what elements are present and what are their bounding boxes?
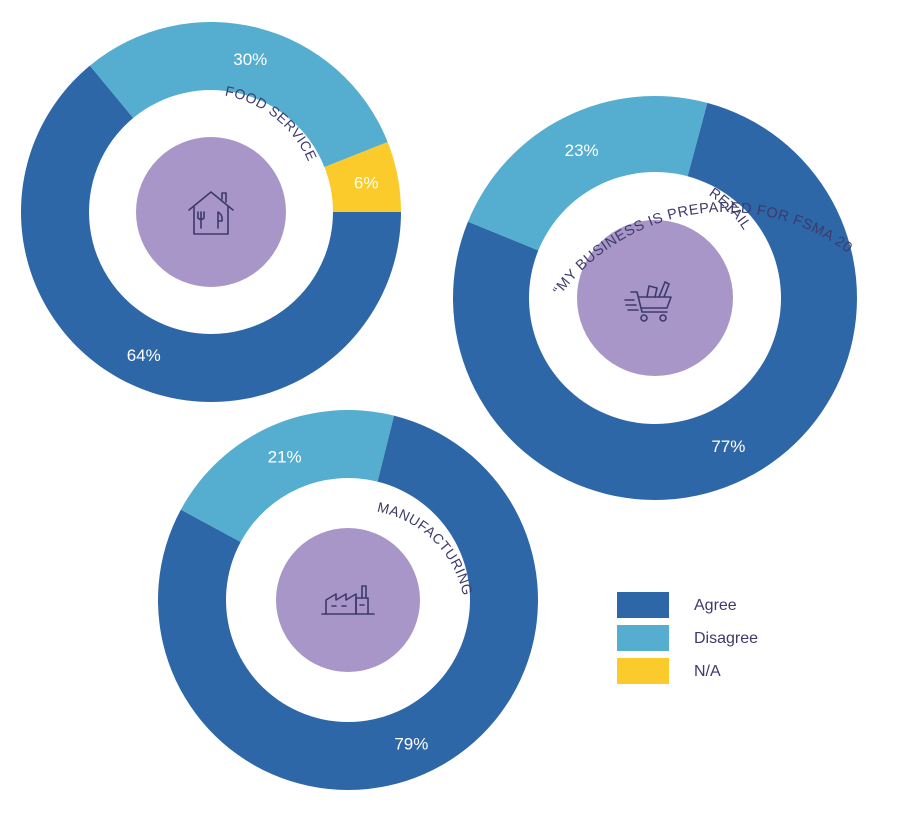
- retail-percent-labels: 77% 23%: [565, 141, 746, 456]
- legend-swatch-disagree: [617, 625, 669, 651]
- retail-slice-disagree: [467, 96, 708, 251]
- food-service-slice-na: [324, 142, 401, 212]
- retail-value-label: 77%: [711, 437, 745, 456]
- food-service-percent-labels: 64% 30% 6%: [127, 50, 379, 365]
- manufacturing-slice-disagree: [180, 410, 394, 542]
- manufacturing-slice-agree: [158, 415, 539, 790]
- retail-slices: [453, 96, 857, 500]
- manufacturing-value-label: 21%: [268, 447, 302, 466]
- legend-label-agree: Agree: [694, 597, 737, 614]
- legend: Agree Disagree N/A: [617, 592, 758, 684]
- food-service-value-label: 64%: [127, 346, 161, 365]
- food-service-slice-disagree: [89, 21, 388, 168]
- house-utensils-icon: [188, 191, 234, 235]
- donut-manufacturing: MANUFACTURING 79%21%: [158, 410, 539, 790]
- food-service-value-label: 30%: [233, 50, 267, 69]
- shopping-cart-icon: [624, 281, 672, 322]
- manufacturing-slices: [158, 410, 539, 790]
- retail-center-circle: [577, 220, 733, 376]
- manufacturing-value-label: 79%: [394, 735, 428, 754]
- donut-food-service: FOOD SERVICE 64%30%6%: [20, 21, 402, 403]
- legend-label-disagree: Disagree: [694, 630, 758, 647]
- legend-swatch-na: [617, 658, 669, 684]
- manufacturing-center-circle: [276, 528, 420, 672]
- food-service-slices: [20, 21, 402, 403]
- food-service-slice-agree: [20, 65, 402, 403]
- donut-retail: RETAIL 77%23%: [453, 96, 857, 500]
- legend-label-na: N/A: [694, 663, 721, 680]
- manufacturing-percent-labels: 79% 21%: [268, 447, 429, 753]
- food-service-value-label: 6%: [354, 173, 379, 192]
- retail-value-label: 23%: [565, 141, 599, 160]
- factory-icon: [321, 585, 375, 615]
- food-service-center-circle: [136, 137, 286, 287]
- legend-swatch-agree: [617, 592, 669, 618]
- retail-slice-agree: [453, 102, 857, 500]
